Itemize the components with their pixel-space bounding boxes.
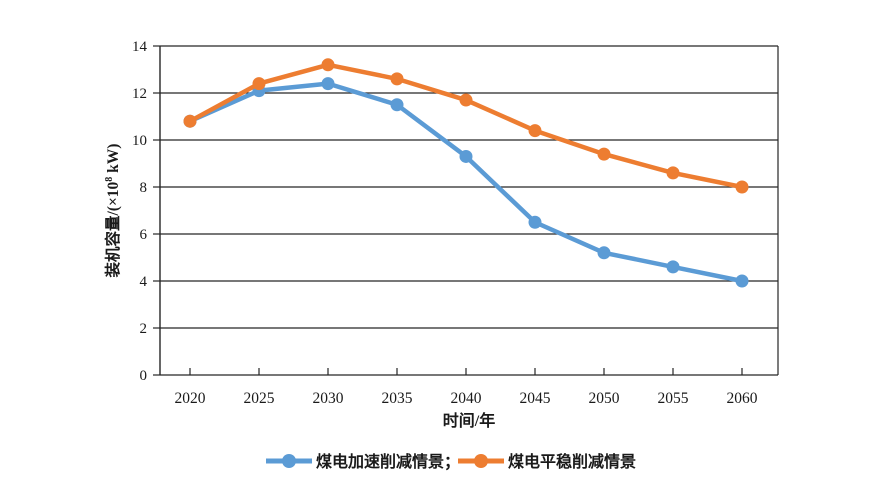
y-tick-label: 2	[140, 321, 148, 337]
x-tick-label: 2050	[589, 390, 620, 407]
legend-dot-marker	[282, 454, 296, 468]
x-tick-label: 2020	[175, 390, 206, 407]
y-tick-label: 12	[132, 86, 147, 102]
series-line-1	[187, 62, 745, 190]
x-tick-label: 2030	[313, 390, 344, 407]
legend-label: 煤电加速削减情景；	[316, 452, 460, 471]
legend-item-1: 煤电平稳削减情景	[458, 452, 636, 471]
y-tick-label: 14	[132, 39, 148, 55]
series-marker-1	[666, 166, 680, 180]
series-marker-1	[252, 77, 266, 91]
series-marker-0	[735, 274, 749, 288]
y-axis-title: 装机容量/(×108 kW)	[103, 144, 122, 279]
series-line-0	[187, 81, 745, 284]
x-tick-label: 2045	[520, 390, 551, 407]
series-marker-0	[528, 215, 542, 229]
series-marker-1	[459, 93, 473, 107]
x-tick-label: 2025	[244, 390, 275, 407]
x-tick-label: 2035	[382, 390, 413, 407]
series-marker-0	[459, 149, 473, 163]
y-tick-label: 4	[140, 274, 148, 290]
series-marker-1	[528, 124, 542, 138]
y-tick-label: 8	[140, 180, 148, 196]
x-tick-label: 2055	[658, 390, 689, 407]
y-tick-label: 10	[132, 133, 147, 149]
legend-label: 煤电平稳削减情景	[508, 452, 636, 471]
series-marker-1	[390, 72, 404, 86]
series-marker-0	[321, 77, 335, 91]
series-marker-1	[735, 180, 749, 194]
legend-item-0: 煤电加速削减情景；	[266, 452, 460, 471]
series-marker-0	[390, 98, 404, 112]
y-tick-label: 6	[140, 227, 148, 243]
x-axis-title: 时间/年	[443, 411, 495, 430]
x-tick-label: 2060	[727, 390, 758, 407]
series-marker-0	[597, 246, 611, 260]
y-tick-label: 0	[140, 368, 148, 384]
legend-dot-marker	[474, 454, 488, 468]
series-marker-1	[597, 147, 611, 161]
series-marker-0	[666, 260, 680, 274]
x-tick-label: 2040	[451, 390, 482, 407]
series-marker-1	[321, 58, 335, 72]
series-marker-1	[183, 114, 197, 128]
